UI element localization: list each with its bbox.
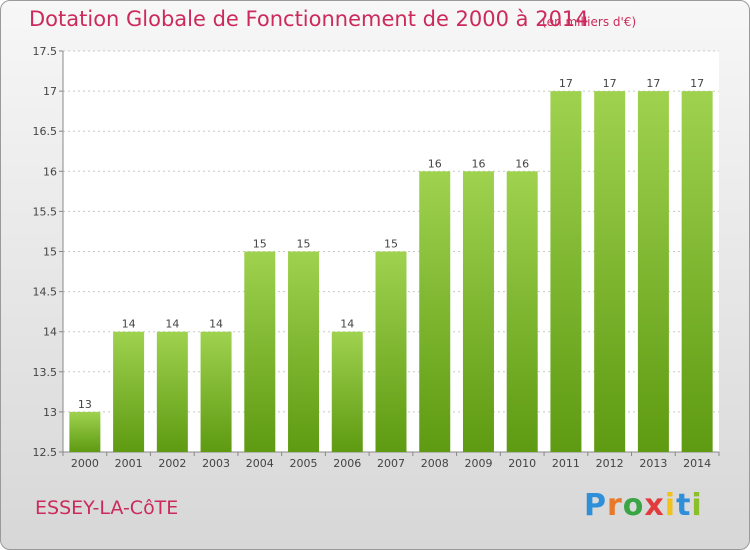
bar (375, 251, 407, 452)
x-tick-label: 2011 (552, 457, 580, 470)
bar-value-label: 17 (603, 77, 617, 90)
y-tick-label: 13.5 (33, 366, 58, 379)
bar (506, 171, 538, 453)
bar (462, 171, 494, 453)
x-tick-label: 2001 (115, 457, 143, 470)
logo-letter: r (607, 488, 623, 523)
bar-value-label: 14 (209, 318, 223, 331)
bar-value-label: 15 (253, 238, 267, 251)
x-tick-label: 2008 (421, 457, 449, 470)
y-tick-label: 15.5 (33, 205, 58, 218)
bar-value-label: 16 (428, 157, 442, 170)
bar-value-label: 13 (78, 398, 92, 411)
bar-value-label: 14 (165, 318, 179, 331)
y-tick-label: 14 (43, 326, 57, 339)
y-tick-label: 12.5 (33, 446, 58, 459)
x-tick-label: 2003 (202, 457, 230, 470)
x-tick-label: 2012 (596, 457, 624, 470)
bar-value-label: 16 (515, 157, 529, 170)
bar (331, 331, 363, 452)
logo-letter: i (664, 488, 677, 523)
bar (681, 91, 713, 452)
y-tick-label: 16 (43, 165, 57, 178)
x-tick-label: 2000 (71, 457, 99, 470)
x-tick-label: 2002 (158, 457, 186, 470)
bar-value-label: 17 (559, 77, 573, 90)
y-tick-label: 17.5 (33, 45, 58, 58)
y-tick-label: 14.5 (33, 286, 58, 299)
bar-value-label: 17 (646, 77, 660, 90)
bar-value-label: 16 (471, 157, 485, 170)
x-tick-label: 2014 (683, 457, 711, 470)
x-tick-label: 2006 (333, 457, 361, 470)
bar (288, 251, 320, 452)
y-tick-label: 17 (43, 85, 57, 98)
bar-value-label: 15 (297, 238, 311, 251)
bar (637, 91, 669, 452)
bar-value-label: 14 (340, 318, 354, 331)
bar (113, 331, 145, 452)
y-tick-label: 16.5 (33, 125, 58, 138)
logo-letter: i (691, 488, 703, 523)
bar (419, 171, 451, 453)
bar (200, 331, 232, 452)
proxiti-logo: Proxiti (584, 488, 703, 523)
x-tick-label: 2005 (290, 457, 318, 470)
bar (244, 251, 276, 452)
y-tick-label: 13 (43, 406, 57, 419)
logo-letter: t (676, 488, 692, 523)
chart-subtitle: (en milliers d'€) (542, 15, 637, 29)
logo-letter: P (584, 488, 607, 523)
bar-value-label: 15 (384, 238, 398, 251)
x-tick-label: 2010 (508, 457, 536, 470)
x-tick-label: 2004 (246, 457, 274, 470)
x-tick-label: 2013 (639, 457, 667, 470)
bar-value-label: 17 (690, 77, 704, 90)
x-tick-label: 2009 (464, 457, 492, 470)
y-tick-label: 15 (43, 246, 57, 259)
bar (550, 91, 582, 452)
town-name: ESSEY-LA-CôTE (35, 497, 179, 519)
logo-letter: o (622, 488, 645, 523)
bar (156, 331, 188, 452)
x-tick-label: 2007 (377, 457, 405, 470)
logo-letter: x (644, 488, 665, 523)
bar (594, 91, 626, 452)
chart-title: Dotation Globale de Fonctionnement de 20… (29, 7, 589, 31)
bar-value-label: 14 (122, 318, 136, 331)
bar (69, 411, 101, 452)
